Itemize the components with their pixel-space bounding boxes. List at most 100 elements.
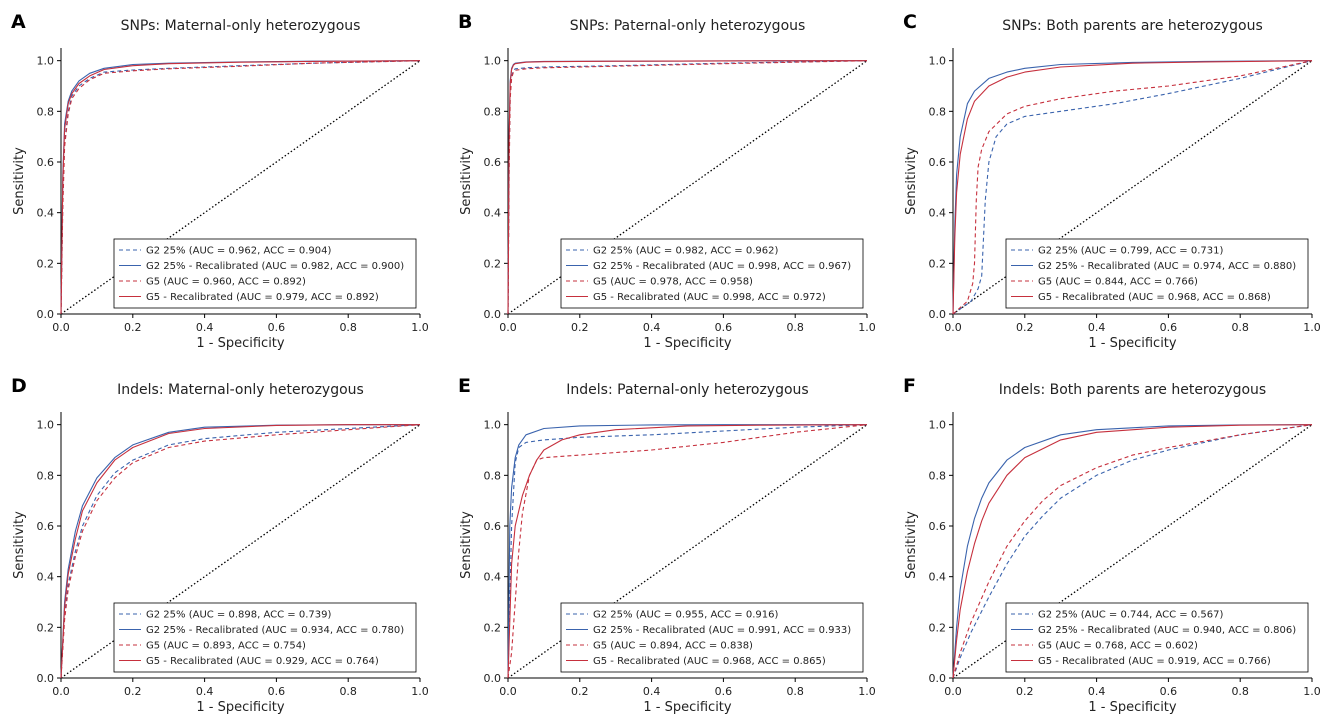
diagonal-reference-line <box>507 424 868 679</box>
x-tick-label: 0.8 <box>1231 685 1249 698</box>
y-tick-label: 1.0 <box>37 55 55 68</box>
chart-title: Indels: Maternal-only heterozygous <box>117 382 364 398</box>
legend-entry: G5 - Recalibrated (AUC = 0.919, ACC = 0.… <box>1038 656 1271 667</box>
x-tick-label: 0.6 <box>715 685 733 698</box>
legend-entry: G2 25% - Recalibrated (AUC = 0.940, ACC … <box>1038 625 1296 636</box>
y-tick-label: 0.8 <box>484 105 502 118</box>
x-tick-label: 0.2 <box>571 321 589 334</box>
x-tick-label: 0.4 <box>1088 321 1106 334</box>
y-axis-label: Sensitivity <box>12 511 27 579</box>
x-tick-label: 0.8 <box>339 685 357 698</box>
x-axis-label: 1 - Specificity <box>643 700 732 715</box>
roc-series-line <box>952 60 1313 315</box>
roc-series-line <box>952 424 1313 679</box>
roc-series-line <box>507 424 868 679</box>
y-tick-label: 0.2 <box>484 257 502 270</box>
chart-title: SNPs: Both parents are heterozygous <box>1002 18 1263 34</box>
diagonal-reference-line <box>952 60 1313 315</box>
panel-letter: D <box>11 375 27 397</box>
roc-series-line <box>952 424 1313 679</box>
roc-series-line <box>507 424 867 679</box>
legend-entry: G5 (AUC = 0.960, ACC = 0.892) <box>146 277 306 288</box>
x-tick-label: 0.6 <box>268 685 286 698</box>
legend-entry: G5 - Recalibrated (AUC = 0.929, ACC = 0.… <box>146 656 379 667</box>
x-tick-label: 0.6 <box>1160 321 1178 334</box>
x-tick-label: 0.6 <box>1160 685 1178 698</box>
legend-entry: G5 (AUC = 0.894, ACC = 0.838) <box>593 641 753 652</box>
y-tick-label: 1.0 <box>484 55 502 68</box>
legend-frame <box>113 602 417 673</box>
roc-series-line <box>507 60 868 315</box>
x-tick-label: 0.4 <box>1088 685 1106 698</box>
legend-frame <box>1005 238 1309 309</box>
roc-series-line <box>60 60 421 315</box>
x-axis-label: 1 - Specificity <box>196 336 285 351</box>
y-tick-label: 1.0 <box>929 419 947 432</box>
roc-series-line <box>507 424 868 679</box>
legend-entry: G2 25% - Recalibrated (AUC = 0.974, ACC … <box>1038 261 1296 272</box>
y-tick-label: 0.8 <box>929 469 947 482</box>
panel-letter: A <box>11 11 26 33</box>
y-tick-label: 0.6 <box>37 156 55 169</box>
y-tick-label: 0.4 <box>929 571 947 584</box>
y-tick-label: 0.0 <box>484 672 502 685</box>
legend-entry: G2 25% - Recalibrated (AUC = 0.934, ACC … <box>146 625 404 636</box>
y-tick-label: 0.8 <box>37 105 55 118</box>
x-tick-label: 0.4 <box>196 321 214 334</box>
chart-title: Indels: Paternal-only heterozygous <box>566 382 808 398</box>
y-tick-label: 0.4 <box>37 207 55 220</box>
y-tick-label: 0.4 <box>484 207 502 220</box>
x-axis-label: 1 - Specificity <box>1088 700 1177 715</box>
x-tick-label: 0.4 <box>196 685 214 698</box>
y-tick-label: 0.2 <box>929 621 947 634</box>
x-tick-label: 1.0 <box>858 321 876 334</box>
chart-title: SNPs: Maternal-only heterozygous <box>121 18 361 34</box>
x-tick-label: 0.2 <box>1016 685 1034 698</box>
roc-series-line <box>952 424 1313 679</box>
x-axis-label: 1 - Specificity <box>196 700 285 715</box>
x-tick-label: 0.8 <box>786 321 804 334</box>
legend: G2 25% (AUC = 0.898, ACC = 0.739) G2 25% … <box>113 602 417 673</box>
legend-entry: G2 25% - Recalibrated (AUC = 0.991, ACC … <box>593 625 851 636</box>
y-tick-label: 0.6 <box>37 520 55 533</box>
y-tick-label: 0.4 <box>484 571 502 584</box>
diagonal-reference-line <box>952 424 1313 679</box>
roc-series-line <box>952 60 1313 315</box>
y-tick-label: 0.8 <box>929 105 947 118</box>
x-tick-label: 1.0 <box>411 321 429 334</box>
panel-letter: B <box>458 11 472 33</box>
legend-entry: G2 25% (AUC = 0.799, ACC = 0.731) <box>1038 246 1223 257</box>
x-tick-label: 0.2 <box>124 685 142 698</box>
roc-series-line <box>60 424 421 679</box>
legend-entry: G5 - Recalibrated (AUC = 0.979, ACC = 0.… <box>146 292 379 303</box>
diagonal-reference-line <box>507 60 868 315</box>
legend: G2 25% (AUC = 0.982, ACC = 0.962) G2 25% … <box>560 238 864 309</box>
x-tick-label: 0.4 <box>643 321 661 334</box>
legend-entry: G5 (AUC = 0.768, ACC = 0.602) <box>1038 641 1198 652</box>
y-tick-label: 0.8 <box>37 469 55 482</box>
y-tick-label: 0.2 <box>37 621 55 634</box>
x-tick-label: 0.6 <box>268 321 286 334</box>
legend-frame <box>560 602 864 673</box>
legend-entry: G5 (AUC = 0.844, ACC = 0.766) <box>1038 277 1198 288</box>
x-tick-label: 0.0 <box>499 321 517 334</box>
x-tick-label: 0.6 <box>715 321 733 334</box>
y-tick-label: 1.0 <box>484 419 502 432</box>
x-tick-label: 0.2 <box>1016 321 1034 334</box>
legend-entry: G5 - Recalibrated (AUC = 0.968, ACC = 0.… <box>593 656 826 667</box>
y-tick-label: 0.8 <box>484 469 502 482</box>
legend-entry: G2 25% - Recalibrated (AUC = 0.998, ACC … <box>593 261 851 272</box>
x-tick-label: 0.4 <box>643 685 661 698</box>
y-axis-label: Sensitivity <box>904 147 919 215</box>
legend-entry: G5 (AUC = 0.893, ACC = 0.754) <box>146 641 306 652</box>
y-tick-label: 1.0 <box>929 55 947 68</box>
y-axis-label: Sensitivity <box>459 511 474 579</box>
y-tick-label: 0.0 <box>484 308 502 321</box>
legend-entry: G2 25% (AUC = 0.898, ACC = 0.739) <box>146 610 331 621</box>
y-tick-label: 0.0 <box>929 672 947 685</box>
legend-entry: G5 - Recalibrated (AUC = 0.998, ACC = 0.… <box>593 292 826 303</box>
roc-series-line <box>952 60 1313 315</box>
